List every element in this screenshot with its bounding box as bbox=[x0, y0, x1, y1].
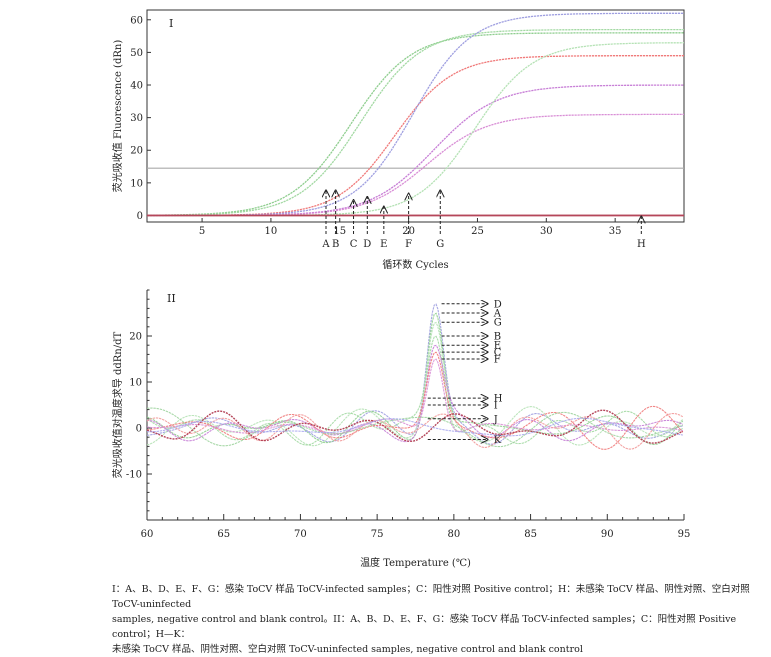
y-tick-label: -10 bbox=[126, 470, 142, 481]
x-axis-label: 温度 Temperature (℃) bbox=[360, 556, 471, 569]
curve-A bbox=[146, 32, 684, 216]
curve-K bbox=[146, 417, 683, 437]
curve-B bbox=[147, 28, 684, 216]
arrow-label-E: E bbox=[494, 341, 501, 352]
curve-C bbox=[147, 55, 684, 217]
curve-G bbox=[147, 42, 685, 217]
arrow-label-H: H bbox=[637, 239, 646, 250]
y-axis-label: 荧光吸收值 Fluorescence (dRn) bbox=[111, 40, 124, 193]
caption-line-1: I：A、B、D、E、F、G：感染 ToCV 样品 ToCV-infected s… bbox=[112, 584, 750, 610]
panel-label: I bbox=[169, 17, 173, 30]
y-axis-label: 荧光吸收值对温度求导 ddRn/dT bbox=[111, 331, 124, 478]
arrow-label-I: I bbox=[494, 401, 498, 412]
x-tick-label: 15 bbox=[333, 226, 346, 237]
x-tick-label: 95 bbox=[678, 529, 691, 540]
y-tick-label: 10 bbox=[129, 378, 142, 389]
arrow-label-C: C bbox=[494, 348, 502, 359]
arrow-label-F: F bbox=[405, 239, 412, 250]
x-axis-label: 循环数 Cycles bbox=[382, 258, 448, 271]
y-tick-label: 0 bbox=[136, 424, 142, 435]
x-tick-label: 75 bbox=[371, 529, 384, 540]
melting-curve-chart: 60 65 70 75 80 85 90 95 -10 0 10 20 II 温度 Temperature… bbox=[111, 289, 691, 569]
curve-E bbox=[147, 84, 684, 217]
caption-line-3: 未感染 ToCV 样品、阴性对照、空白对照 ToCV-uninfected sa… bbox=[112, 644, 583, 655]
x-tick-label: 35 bbox=[609, 226, 622, 237]
y-tick-label: 20 bbox=[130, 146, 143, 157]
arrow-label-H: H bbox=[494, 394, 503, 405]
arrow-label-G: G bbox=[436, 239, 444, 250]
curve-G bbox=[146, 321, 684, 447]
y-tick-label: 10 bbox=[130, 178, 143, 189]
curve-J bbox=[146, 409, 684, 444]
curve-F bbox=[147, 113, 684, 217]
curve-E bbox=[146, 344, 684, 443]
caption-line-2: samples, negative control and blank cont… bbox=[112, 614, 737, 640]
arrow-label-A: A bbox=[321, 239, 330, 250]
panel-label: II bbox=[167, 292, 176, 305]
curve-B bbox=[146, 335, 684, 446]
x-tick-label: 5 bbox=[199, 226, 205, 237]
x-tick-label: 85 bbox=[524, 529, 537, 540]
plot-frame bbox=[146, 9, 685, 223]
y-tick-label: 30 bbox=[130, 113, 143, 124]
curve-D bbox=[147, 12, 684, 217]
x-tick-label: 90 bbox=[601, 529, 614, 540]
x-tick-label: 60 bbox=[141, 529, 154, 540]
arrow-label-C: C bbox=[350, 239, 358, 250]
arrow-label-G: G bbox=[494, 318, 502, 329]
arrow-label-D: D bbox=[363, 239, 371, 250]
y-tick-label: 50 bbox=[130, 48, 143, 59]
arrow-label-D: D bbox=[494, 299, 502, 310]
y-tick-label: 40 bbox=[130, 81, 143, 92]
x-tick-label: 25 bbox=[471, 226, 484, 237]
arrow-label-E: E bbox=[380, 239, 387, 250]
arrow-label-K: K bbox=[494, 435, 502, 446]
curve-I bbox=[146, 407, 683, 448]
curve-C bbox=[146, 351, 684, 450]
x-tick-label: 30 bbox=[540, 226, 553, 237]
y-tick-label: 0 bbox=[137, 211, 143, 222]
x-tick-label: 10 bbox=[265, 226, 278, 237]
y-tick-label: 20 bbox=[129, 332, 142, 343]
x-tick-label: 70 bbox=[294, 529, 307, 540]
arrow-label-A: A bbox=[493, 309, 502, 320]
arrow-label-B: B bbox=[332, 239, 339, 250]
y-tick-label: 60 bbox=[130, 15, 143, 26]
figure-caption: I：A、B、D、E、F、G：感染 ToCV 样品 ToCV-infected s… bbox=[112, 582, 767, 657]
x-tick-label: 65 bbox=[217, 529, 230, 540]
x-tick-label: 80 bbox=[447, 529, 460, 540]
arrow-label-F: F bbox=[494, 355, 501, 366]
arrow-label-B: B bbox=[494, 332, 501, 343]
arrow-label-J: J bbox=[493, 414, 498, 425]
curve-H bbox=[146, 412, 684, 450]
figure: 5 10 15 20 25 30 35 0 10 20 30 40 50 60 I 循环数 Cycles 荧光吸… bbox=[111, 9, 691, 569]
curve-F bbox=[146, 358, 683, 435]
